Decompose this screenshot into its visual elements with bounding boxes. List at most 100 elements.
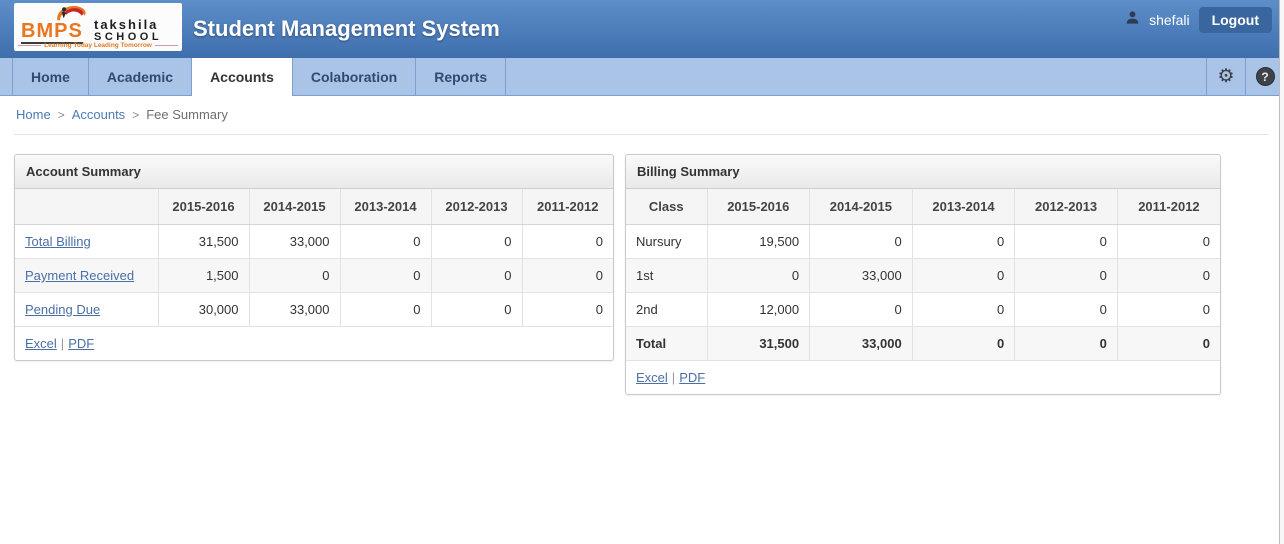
cell-value: 1,500	[158, 259, 249, 293]
export-links: Excel | PDF	[626, 361, 1220, 394]
logged-in-user: shefali	[1149, 12, 1189, 28]
cell-value: 0	[1117, 259, 1220, 293]
column-header: 2012-2013	[431, 189, 522, 225]
tab-accounts[interactable]: Accounts	[192, 58, 293, 96]
nav-left-spacer	[0, 58, 13, 95]
export-separator: |	[61, 336, 64, 351]
cell-value: 0	[522, 225, 613, 259]
cell-value: 33,000	[249, 293, 340, 327]
cell-value: 33,000	[810, 259, 913, 293]
scrollbar[interactable]	[1279, 0, 1284, 544]
cell-value: 0	[1015, 225, 1118, 259]
logo-school-name: takshila SCHOOL	[94, 18, 162, 43]
breadcrumb-separator: >	[58, 108, 65, 122]
table-row: Total Billing 31,500 33,000 0 0 0	[15, 225, 613, 259]
account-summary-panel: Account Summary 2015-2016 2014-2015 2013…	[14, 154, 614, 361]
app-header: BMPS takshila SCHOOL Learning Today Lead…	[0, 0, 1284, 58]
account-summary-table: 2015-2016 2014-2015 2013-2014 2012-2013 …	[15, 189, 613, 327]
column-header: 2014-2015	[810, 189, 913, 225]
cell-value: 33,000	[810, 327, 913, 361]
cell-value: 30,000	[158, 293, 249, 327]
class-label: 1st	[626, 259, 707, 293]
column-header: 2012-2013	[1015, 189, 1118, 225]
account-summary-title: Account Summary	[15, 155, 613, 189]
cell-value: 0	[912, 293, 1015, 327]
cell-value: 0	[912, 225, 1015, 259]
cell-value: 0	[912, 259, 1015, 293]
column-header: 2015-2016	[158, 189, 249, 225]
table-header-row: Class 2015-2016 2014-2015 2013-2014 2012…	[626, 189, 1220, 225]
column-header: 2011-2012	[1117, 189, 1220, 225]
cell-value: 0	[1117, 225, 1220, 259]
excel-export-link[interactable]: Excel	[25, 336, 57, 351]
cell-value: 0	[340, 259, 431, 293]
billing-summary-table: Class 2015-2016 2014-2015 2013-2014 2012…	[626, 189, 1220, 361]
logout-button[interactable]: Logout	[1199, 7, 1272, 33]
pdf-export-link[interactable]: PDF	[68, 336, 94, 351]
column-header: 2013-2014	[340, 189, 431, 225]
cell-value: 0	[522, 293, 613, 327]
page-title: Student Management System	[193, 16, 500, 42]
main-nav: Home Academic Accounts Colaboration Repo…	[0, 58, 1284, 96]
breadcrumb-current: Fee Summary	[146, 107, 228, 122]
nav-fill	[506, 58, 1206, 95]
cell-value: 31,500	[158, 225, 249, 259]
tab-home[interactable]: Home	[13, 58, 89, 95]
cell-value: 0	[249, 259, 340, 293]
cell-value: 12,000	[707, 293, 810, 327]
settings-button[interactable]: ⚙	[1206, 58, 1245, 95]
export-links: Excel | PDF	[15, 327, 613, 360]
cell-value: 0	[431, 225, 522, 259]
cell-value: 0	[810, 225, 913, 259]
column-header: 2011-2012	[522, 189, 613, 225]
table-row: 2nd 12,000 0 0 0 0	[626, 293, 1220, 327]
logo-tagline: Learning Today Leading Tomorrow	[18, 42, 178, 49]
column-header: 2014-2015	[249, 189, 340, 225]
cell-value: 0	[810, 293, 913, 327]
help-icon: ?	[1256, 67, 1275, 86]
table-row: Nursury 19,500 0 0 0 0	[626, 225, 1220, 259]
breadcrumb: Home > Accounts > Fee Summary	[0, 96, 1284, 134]
cell-value: 0	[1117, 327, 1220, 361]
table-row: Payment Received 1,500 0 0 0 0	[15, 259, 613, 293]
cell-value: 0	[707, 259, 810, 293]
breadcrumb-link-accounts[interactable]: Accounts	[72, 107, 125, 122]
column-header	[15, 189, 158, 225]
tab-colaboration[interactable]: Colaboration	[293, 58, 416, 95]
excel-export-link[interactable]: Excel	[636, 370, 668, 385]
pending-due-link[interactable]: Pending Due	[25, 302, 100, 317]
table-header-row: 2015-2016 2014-2015 2013-2014 2012-2013 …	[15, 189, 613, 225]
tab-reports[interactable]: Reports	[416, 58, 506, 95]
cell-value: 0	[1015, 293, 1118, 327]
breadcrumb-separator: >	[132, 108, 139, 122]
cell-value: 0	[431, 293, 522, 327]
total-label: Total	[626, 327, 707, 361]
cell-value: 31,500	[707, 327, 810, 361]
cell-value: 19,500	[707, 225, 810, 259]
table-row: Pending Due 30,000 33,000 0 0 0	[15, 293, 613, 327]
column-header: Class	[626, 189, 707, 225]
tab-academic[interactable]: Academic	[89, 58, 192, 95]
billing-summary-title: Billing Summary	[626, 155, 1220, 189]
cell-value: 0	[431, 259, 522, 293]
column-header: 2013-2014	[912, 189, 1015, 225]
cell-value: 0	[1015, 259, 1118, 293]
school-logo: BMPS takshila SCHOOL Learning Today Lead…	[14, 3, 182, 51]
cell-value: 0	[340, 225, 431, 259]
class-label: 2nd	[626, 293, 707, 327]
payment-received-link[interactable]: Payment Received	[25, 268, 134, 283]
gear-icon: ⚙	[1217, 67, 1234, 86]
cell-value: 0	[1015, 327, 1118, 361]
cell-value: 0	[912, 327, 1015, 361]
logo-bmps-text: BMPS	[21, 20, 83, 44]
total-billing-link[interactable]: Total Billing	[25, 234, 91, 249]
cell-value: 0	[340, 293, 431, 327]
cell-value: 0	[522, 259, 613, 293]
billing-summary-panel: Billing Summary Class 2015-2016 2014-201…	[625, 154, 1221, 395]
content-area: Account Summary 2015-2016 2014-2015 2013…	[0, 135, 1284, 395]
breadcrumb-link-home[interactable]: Home	[16, 107, 51, 122]
pdf-export-link[interactable]: PDF	[679, 370, 705, 385]
page: BMPS takshila SCHOOL Learning Today Lead…	[0, 0, 1284, 544]
export-separator: |	[672, 370, 675, 385]
table-row: 1st 0 33,000 0 0 0	[626, 259, 1220, 293]
